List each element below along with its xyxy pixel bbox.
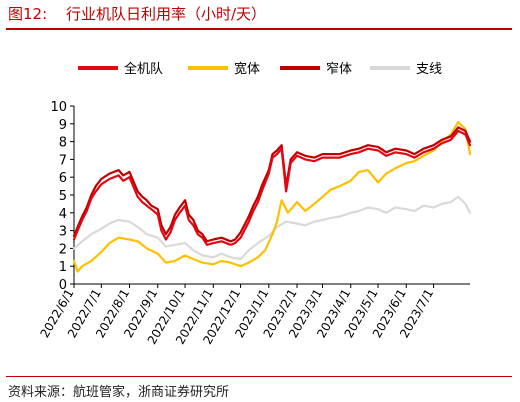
y-tick-label: 3	[59, 225, 67, 240]
series-line-3	[72, 126, 472, 243]
series-line-1	[72, 129, 472, 246]
y-tick-label: 7	[59, 153, 67, 168]
y-tick-label: 6	[59, 171, 67, 186]
y-tick-label: 8	[59, 136, 67, 151]
chart-title: 图12: 行业机队日利用率（小时/天）	[8, 3, 266, 24]
source-rule	[6, 376, 512, 377]
source-note: 资料来源：航班管家，浙商证券研究所	[8, 385, 230, 400]
figure-title: 行业机队日利用率（小时/天）	[65, 5, 266, 23]
series-line-2	[72, 120, 472, 273]
legend-label-1: 全机队	[124, 61, 163, 77]
y-tick-label: 1	[59, 260, 67, 275]
figure-label: 图12:	[8, 5, 48, 23]
y-tick-label: 5	[59, 189, 67, 204]
y-tick-label: 10	[50, 100, 67, 115]
legend-label-3: 窄体	[326, 61, 352, 77]
title-rule	[6, 28, 512, 30]
legend-label-2: 宽体	[234, 61, 260, 77]
y-tick-label: 4	[59, 207, 67, 222]
y-tick-label: 0	[59, 278, 67, 293]
series-line-4	[72, 195, 472, 261]
y-tick-label: 2	[59, 242, 67, 257]
y-tick-label: 9	[59, 118, 67, 133]
legend-label-4: 支线	[416, 62, 442, 77]
